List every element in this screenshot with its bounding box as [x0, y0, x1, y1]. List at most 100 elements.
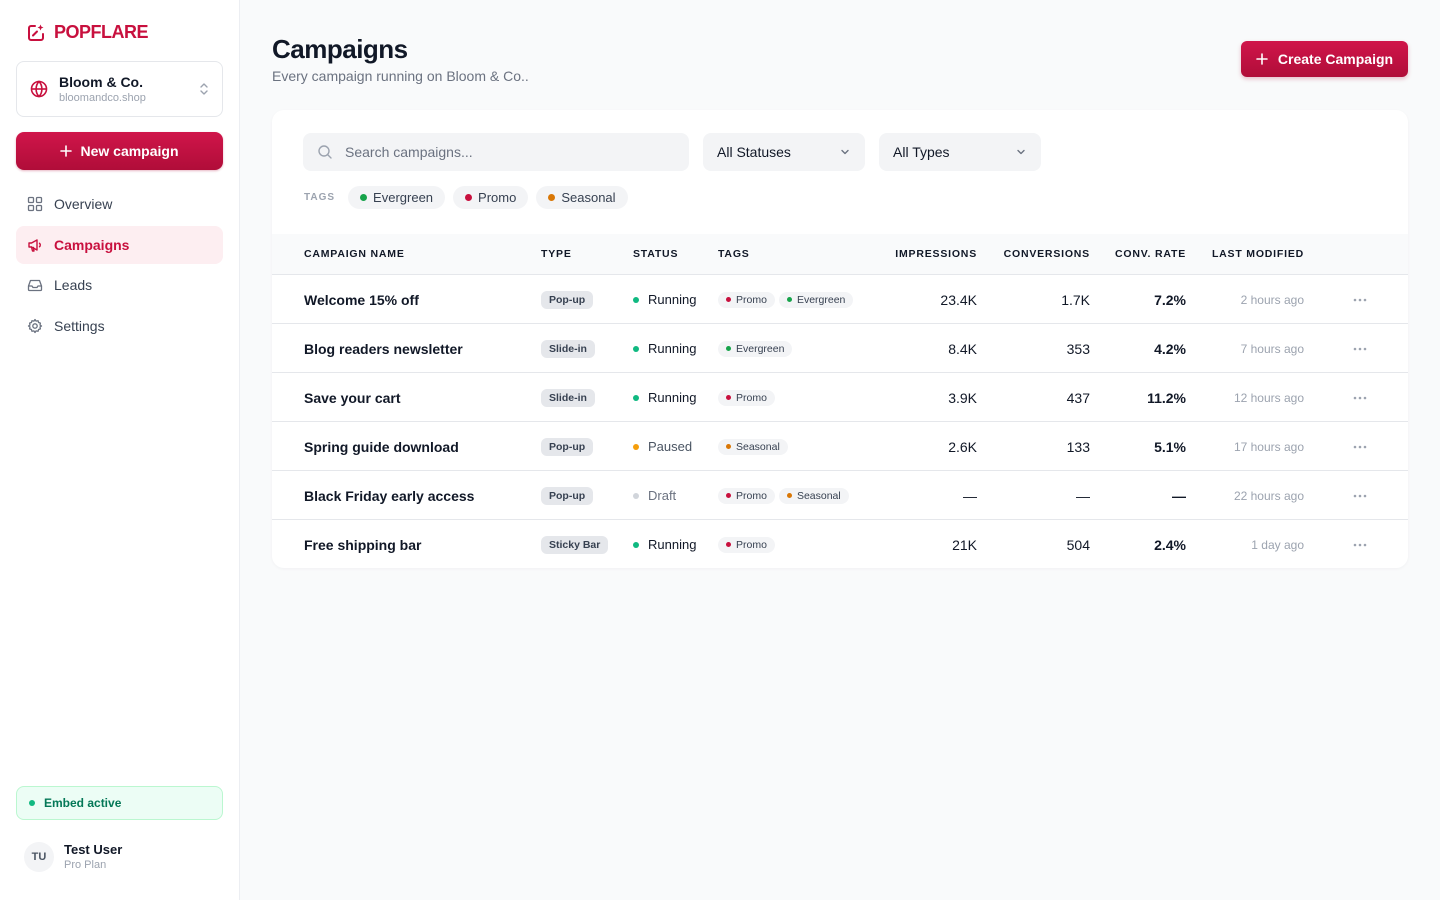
campaign-type-cell: Slide-in [541, 373, 595, 422]
campaign-name[interactable]: Black Friday early access [304, 487, 475, 504]
inbox-icon [27, 277, 43, 293]
column-header-conv-rate[interactable]: CONV. RATE [1114, 248, 1186, 260]
column-header-campaign-name[interactable]: CAMPAIGN NAME [304, 248, 405, 260]
user-plan: Pro Plan [64, 859, 107, 871]
tag-pill-label: Promo [736, 489, 767, 502]
sidebar-item-label: Overview [54, 196, 113, 212]
more-options-button[interactable] [1350, 373, 1370, 422]
table-row[interactable]: Black Friday early access Pop-up Draft Prom… [272, 471, 1408, 520]
status-filter-select[interactable]: All Statuses [703, 133, 865, 171]
more-options-button[interactable] [1350, 275, 1370, 324]
status-cell: Draft [633, 471, 676, 520]
ellipsis-icon [1353, 298, 1367, 302]
search-icon [317, 144, 333, 160]
campaign-type-cell: Pop-up [541, 422, 594, 471]
ellipsis-icon [1353, 396, 1367, 400]
page-title: Campaigns [272, 34, 408, 64]
more-options-button[interactable] [1350, 324, 1370, 373]
tag-color-dot [726, 444, 731, 449]
column-header-status[interactable]: STATUS [633, 248, 679, 260]
type-filter-value: All Types [893, 144, 950, 160]
search-input[interactable] [345, 144, 665, 160]
tag-filters: TAGS Evergreen Promo Seasonal [304, 186, 628, 209]
campaign-name[interactable]: Free shipping bar [304, 536, 422, 553]
impressions-value: — [963, 487, 977, 504]
sidebar-item-overview[interactable]: Overview [16, 185, 223, 223]
type-badge: Sticky Bar [541, 535, 609, 554]
conv-rate-value: 5.1% [1154, 438, 1186, 455]
tags-cell: Seasonal [718, 422, 788, 471]
status-label: Running [648, 341, 697, 356]
user-profile[interactable]: TU Test User Pro Plan [24, 842, 122, 872]
impressions-value: 3.9K [948, 389, 977, 406]
column-header-conversions[interactable]: CONVERSIONS [1003, 248, 1090, 260]
campaign-name[interactable]: Save your cart [304, 389, 401, 406]
tag-color-dot [726, 395, 731, 400]
create-campaign-label: Create Campaign [1277, 51, 1394, 67]
column-header-last-modified[interactable]: LAST MODIFIED [1211, 248, 1304, 260]
conversions-value: 437 [1066, 389, 1090, 406]
more-options-button[interactable] [1350, 422, 1370, 471]
tag-pill-label: Seasonal [796, 489, 841, 502]
impressions-value: 8.4K [948, 340, 977, 357]
campaign-name[interactable]: Blog readers newsletter [304, 340, 463, 357]
sidebar-item-label: Settings [54, 317, 105, 334]
tag-color-dot [786, 493, 792, 498]
campaign-name[interactable]: Spring guide download [304, 438, 459, 455]
table-row[interactable]: Welcome 15% off Pop-up Running Promo Evergre… [272, 275, 1408, 324]
new-campaign-button[interactable]: New campaign [16, 132, 223, 170]
status-dot [633, 443, 639, 450]
tag-filter-seasonal[interactable]: Seasonal [536, 186, 628, 209]
tag-pill: Promo [718, 536, 775, 553]
status-label: Running [648, 292, 697, 307]
ellipsis-icon [1353, 347, 1367, 351]
last-modified-value: 22 hours ago [1233, 488, 1304, 503]
tag-pill-label: Evergreen [736, 342, 785, 355]
tag-filter-promo[interactable]: Promo [453, 186, 529, 209]
tag-color-dot [726, 542, 731, 547]
brand-logo[interactable]: POPFLARE [26, 22, 149, 43]
column-header-impressions[interactable]: IMPRESSIONS [895, 248, 977, 260]
tag-pill: Evergreen [778, 291, 854, 308]
impressions-value: 21K [952, 536, 977, 553]
more-options-button[interactable] [1350, 471, 1370, 520]
status-dot [633, 394, 639, 401]
tag-color-dot [465, 194, 473, 201]
tag-filter-evergreen[interactable]: Evergreen [348, 186, 446, 209]
tag-pill: Seasonal [718, 438, 788, 455]
sidebar-item-settings[interactable]: Settings [16, 307, 223, 345]
page-subtitle: Every campaign running on Bloom & Co.. [272, 68, 529, 84]
table-row[interactable]: Save your cart Slide-in Running Promo 3.9K 43… [272, 373, 1408, 422]
sidebar-item-campaigns[interactable]: Campaigns [16, 225, 223, 264]
last-modified-value: 1 day ago [1251, 537, 1304, 552]
user-name: Test User [64, 842, 123, 857]
gear-icon [27, 318, 43, 334]
tags-cell: Promo Evergreen [718, 275, 854, 324]
table-row[interactable]: Free shipping bar Sticky Bar Running Promo 2… [272, 520, 1408, 568]
chevron-up-down-icon [198, 81, 210, 97]
grid-icon [27, 196, 43, 212]
table-row[interactable]: Spring guide download Pop-up Paused Seasona… [272, 422, 1408, 471]
sidebar-item-leads[interactable]: Leads [16, 266, 223, 304]
tag-pill-label: Promo [736, 293, 767, 306]
column-header-tags[interactable]: TAGS [718, 248, 750, 260]
type-badge: Slide-in [541, 388, 595, 407]
search-box[interactable] [303, 133, 689, 171]
create-campaign-button[interactable]: Create Campaign [1241, 41, 1408, 77]
tag-filter-label: Evergreen [373, 190, 434, 205]
status-cell: Running [633, 324, 696, 373]
impressions-value: 23.4K [940, 291, 977, 308]
table-row[interactable]: Blog readers newsletter Slide-in Running Ev… [272, 324, 1408, 373]
tag-color-dot [786, 297, 792, 302]
tag-color-dot [726, 297, 731, 302]
workspace-switcher[interactable]: Bloom & Co. bloomandco.shop [16, 61, 223, 117]
type-badge: Slide-in [541, 339, 595, 358]
campaign-name[interactable]: Welcome 15% off [304, 291, 419, 308]
column-header-type[interactable]: TYPE [541, 248, 572, 260]
type-filter-select[interactable]: All Types [879, 133, 1041, 171]
more-options-button[interactable] [1350, 520, 1370, 568]
tag-pill-label: Evergreen [796, 293, 846, 306]
status-dot [633, 541, 639, 548]
tag-pill-label: Seasonal [736, 440, 780, 453]
conv-rate-value: 11.2% [1147, 389, 1186, 406]
